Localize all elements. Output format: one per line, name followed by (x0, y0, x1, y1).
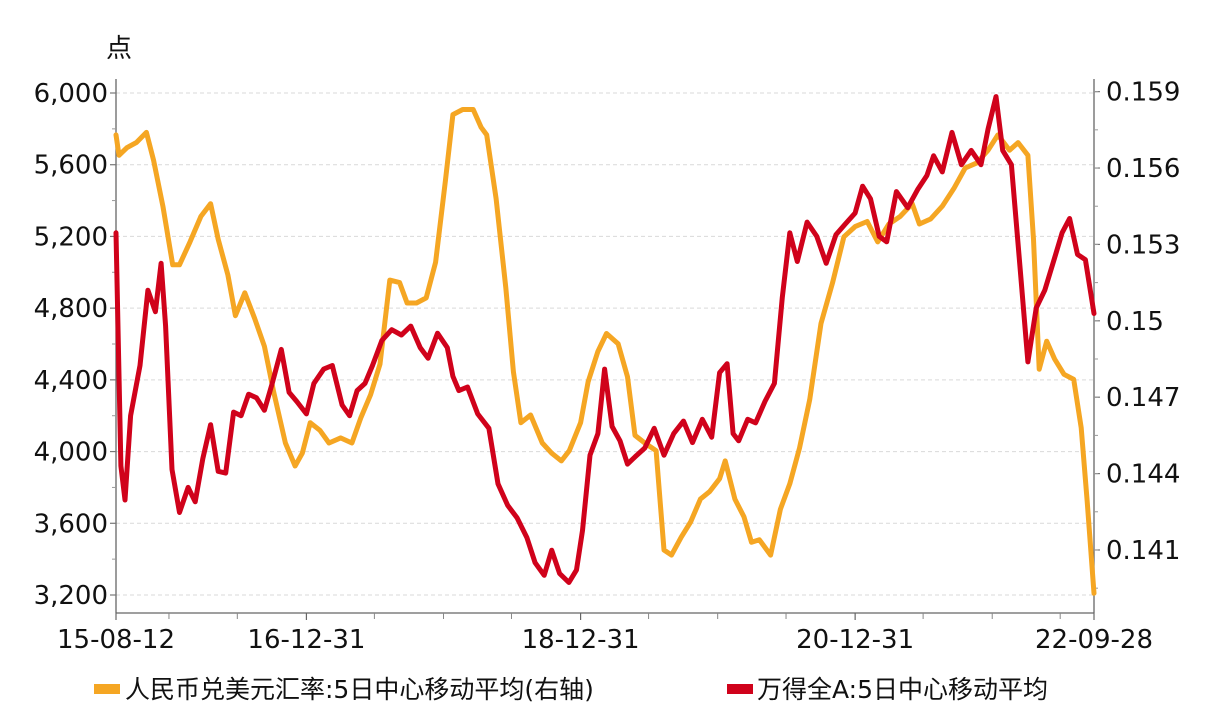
x-tick-label: 16-12-31 (247, 625, 365, 655)
right-tick-label: 0.15 (1106, 307, 1164, 337)
left-tick-label: 6,000 (34, 79, 108, 109)
x-tick-label: 20-12-31 (796, 625, 914, 655)
right-tick-label: 0.153 (1106, 230, 1180, 260)
legend-swatch (94, 684, 120, 694)
x-axis-ticks: 15-08-12 16-12-31 18-12-31 20-12-31 22-09-28 (57, 613, 1153, 655)
left-tick-label: 3,600 (34, 509, 108, 539)
legend-swatch (727, 684, 753, 694)
left-tick-label: 4,400 (34, 366, 108, 396)
left-axis-unit: 点 (106, 34, 132, 64)
x-tick-label: 15-08-12 (57, 625, 175, 655)
right-tick-label: 0.156 (1106, 154, 1180, 184)
right-tick-label: 0.147 (1106, 383, 1180, 413)
x-tick-label: 18-12-31 (522, 625, 640, 655)
right-axis-ticks: 0.141 0.144 0.147 0.15 0.153 0.156 0.159 (1094, 78, 1180, 589)
legend: 人民币兑美元汇率:5日中心移动平均(右轴) 万得全A:5日中心移动平均 (94, 675, 1048, 704)
right-tick-label: 0.144 (1106, 460, 1180, 490)
x-tick-label: 22-09-28 (1035, 625, 1153, 655)
legend-label: 人民币兑美元汇率:5日中心移动平均(右轴) (125, 675, 594, 704)
series-line-wind-a (113, 94, 1097, 585)
series-line-cny-usd (113, 107, 1097, 596)
legend-label: 万得全A:5日中心移动平均 (757, 675, 1048, 704)
right-tick-label: 0.159 (1106, 78, 1180, 108)
left-axis-ticks: 3,200 3,600 4,000 4,400 4,800 5,200 5,600 6,000 (34, 79, 116, 611)
left-tick-label: 4,000 (34, 438, 108, 468)
left-tick-label: 5,600 (34, 151, 108, 181)
series-lines (113, 94, 1097, 596)
left-tick-label: 5,200 (34, 222, 108, 252)
left-tick-label: 3,200 (34, 581, 108, 611)
right-tick-label: 0.141 (1106, 536, 1180, 566)
left-tick-label: 4,800 (34, 294, 108, 324)
